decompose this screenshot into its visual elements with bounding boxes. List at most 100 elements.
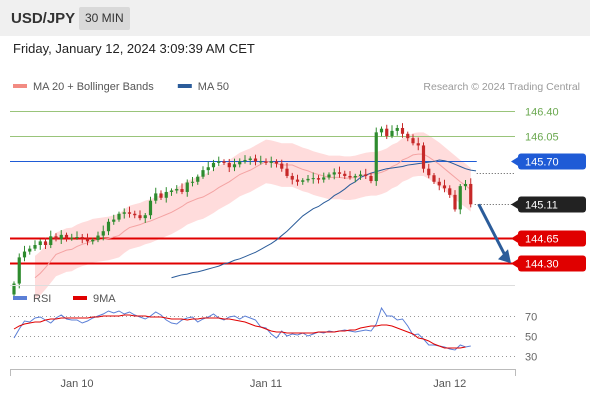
candle-body-35: [196, 176, 200, 182]
candle-body-40: [222, 161, 226, 163]
candle-body-78: [421, 145, 426, 169]
forecast-arrow-head: [498, 249, 511, 264]
candle-body-70: [379, 128, 384, 133]
candle-body-85: [458, 186, 462, 210]
legend-swatch-1: [177, 84, 192, 88]
candle-body-20: [117, 213, 121, 220]
rsi-tick-50: 50: [525, 332, 537, 344]
symbol-label: USD/JPY: [11, 10, 76, 27]
candle-body-23: [133, 213, 137, 216]
candle-body-6: [43, 241, 48, 246]
candle-body-71: [385, 128, 389, 136]
rsi-legend-swatch-0: [13, 296, 27, 300]
level-label-0: 146.40: [525, 107, 559, 119]
candle-body-87: [469, 183, 473, 205]
candle-body-42: [232, 164, 237, 168]
candle-body-28: [159, 193, 163, 198]
candle-body-62: [337, 172, 342, 174]
level-tag-arrow-3: [511, 199, 519, 210]
legend-swatch-0: [13, 84, 27, 88]
candle-body-17: [101, 231, 105, 236]
level-label-4: 144.65: [525, 234, 559, 246]
candle-body-14: [85, 238, 90, 242]
ma50-line: [171, 159, 477, 279]
rsi-ma9-line: [13, 314, 466, 349]
candle-body-36: [201, 170, 205, 177]
level-tag-arrow-4: [511, 233, 519, 244]
candle-body-11: [70, 237, 74, 239]
candle-body-56: [306, 178, 310, 181]
candle-body-83: [448, 188, 452, 195]
candle-body-55: [301, 180, 305, 182]
candle-body-27: [154, 193, 158, 201]
level-tag-3: [518, 196, 586, 213]
candle-body-39: [217, 161, 221, 163]
candle-body-48: [264, 161, 268, 163]
legend-label-0: MA 20 + Bollinger Bands: [33, 81, 154, 93]
candle-body-31: [175, 189, 179, 191]
candle-body-37: [206, 167, 210, 171]
candle-body-34: [190, 181, 195, 183]
candle-body-52: [285, 168, 289, 176]
candle-body-66: [358, 174, 363, 176]
level-label-1: 146.05: [525, 132, 559, 144]
candle-body-15: [91, 239, 95, 242]
candle-body-73: [395, 127, 399, 131]
candle-body-76: [411, 138, 415, 144]
candle-body-30: [169, 190, 174, 192]
rsi-legend-swatch-1: [73, 296, 87, 300]
candle-body-41: [227, 162, 231, 168]
candle-body-44: [243, 159, 247, 162]
candle-body-26: [148, 200, 153, 216]
candle-body-68: [369, 175, 373, 182]
time-label-2: Jan 12: [433, 378, 466, 390]
candle-body-16: [96, 235, 100, 240]
candle-body-65: [353, 175, 357, 178]
rsi-legend-label-1: 9MA: [93, 293, 116, 305]
candle-body-59: [322, 177, 326, 180]
candle-body-10: [64, 234, 69, 238]
candle-body-32: [180, 189, 184, 192]
candle-body-82: [442, 185, 447, 189]
candle-body-4: [33, 245, 37, 249]
level-label-2: 145.70: [525, 157, 559, 169]
candle-body-77: [416, 143, 420, 146]
candle-body-58: [316, 178, 321, 180]
candle-body-47: [259, 161, 263, 163]
candle-body-45: [248, 158, 252, 160]
candle-body-81: [437, 181, 441, 186]
candle-body-49: [269, 161, 273, 163]
level-tag-2: [518, 153, 586, 170]
time-label-0: Jan 10: [60, 378, 93, 390]
candle-body-72: [390, 130, 394, 136]
candle-body-21: [122, 212, 126, 214]
bollinger-band: [35, 132, 471, 300]
candle-body-51: [280, 163, 284, 169]
level-tag-arrow-2: [511, 156, 519, 167]
datetime-label: Friday, January 12, 2024 3:09:39 AM CET: [13, 41, 255, 56]
rsi-line: [13, 306, 471, 351]
chart-header: USD/JPY 30 MIN: [0, 0, 590, 36]
candle-body-69: [374, 132, 378, 182]
candle-body-29: [164, 191, 168, 198]
candle-body-60: [327, 174, 331, 178]
candle-body-67: [364, 174, 368, 176]
candle-body-7: [49, 236, 53, 246]
rsi-legend-label-0: RSI: [33, 293, 51, 305]
candle-body-13: [80, 237, 84, 239]
candle-body-75: [406, 133, 410, 139]
candle-body-33: [185, 182, 189, 192]
candle-body-46: [253, 158, 258, 162]
timeframe-badge[interactable]: 30 MIN: [79, 7, 130, 30]
forecast-arrow-line: [477, 203, 508, 258]
candle-body-18: [106, 221, 111, 232]
level-tag-4: [518, 230, 586, 247]
candle-body-1: [17, 257, 21, 284]
level-tag-arrow-5: [511, 258, 519, 269]
level-label-3: 145.11: [525, 200, 558, 212]
time-label-1: Jan 11: [250, 378, 282, 390]
candle-body-2: [22, 251, 27, 258]
candle-body-84: [453, 194, 457, 210]
candle-body-38: [211, 162, 216, 168]
